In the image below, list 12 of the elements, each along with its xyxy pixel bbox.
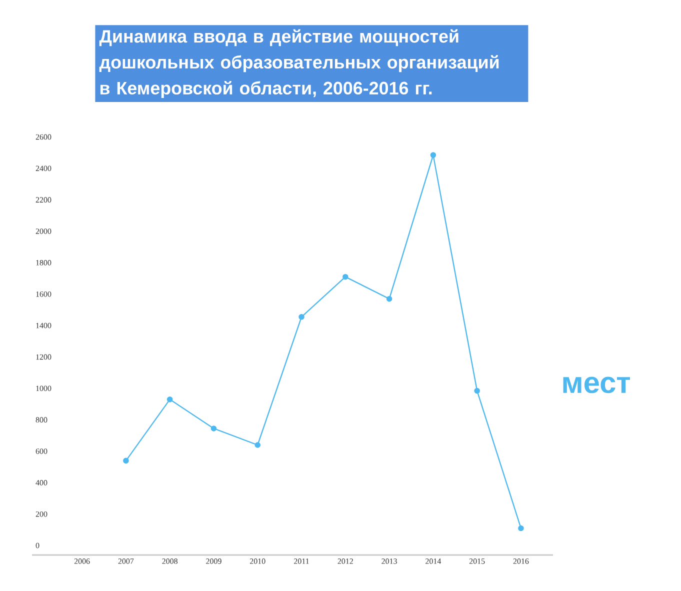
point [254,442,261,448]
chart-title: Динамика ввода в действие мощностей дошкольных образовательных организаций в Кемеровской области, 2006-2016 гг. [99,29,499,98]
point [123,458,129,464]
point [430,152,436,158]
point [474,388,480,394]
point [386,296,392,302]
text: мест [563,376,630,394]
point [518,525,524,532]
point [342,274,348,280]
point [298,314,304,320]
point [210,426,217,432]
point [166,396,173,402]
